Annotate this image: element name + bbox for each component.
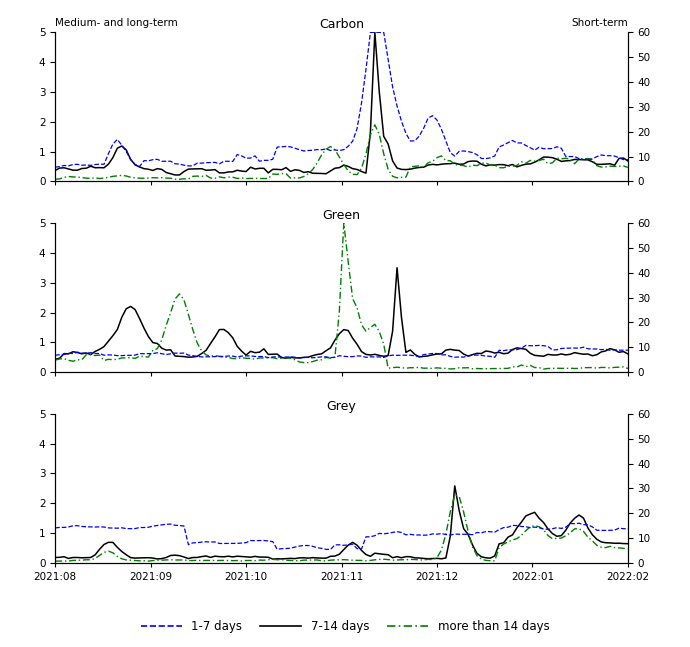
Title: Green: Green	[322, 209, 361, 222]
Text: Short-term: Short-term	[571, 18, 628, 28]
Text: Medium- and long-term: Medium- and long-term	[55, 18, 178, 28]
Title: Carbon: Carbon	[319, 18, 364, 31]
Legend: 1-7 days, 7-14 days, more than 14 days: 1-7 days, 7-14 days, more than 14 days	[136, 615, 554, 638]
Title: Grey: Grey	[326, 400, 357, 413]
